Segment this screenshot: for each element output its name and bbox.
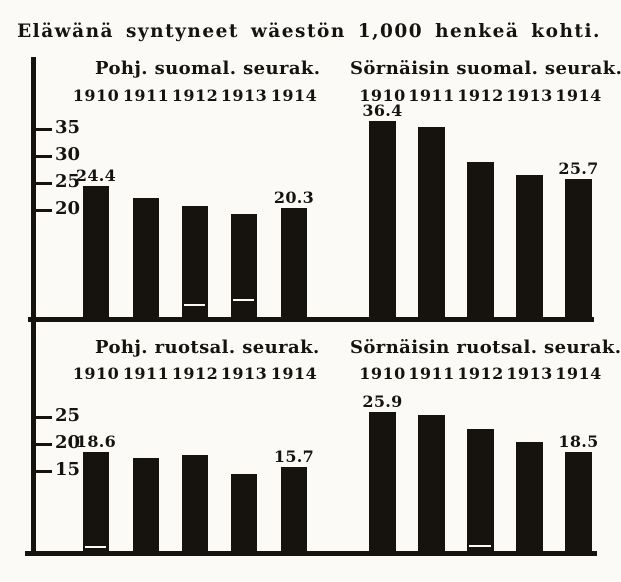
y-tick-label: 20 — [55, 432, 81, 453]
panel-title-bottom-right: Sörnäisin ruotsal. seurak. — [350, 337, 621, 358]
bar-1912 — [467, 429, 494, 555]
print-notch — [233, 299, 254, 301]
year-label: 1911 — [122, 86, 170, 105]
y-tick-label: 35 — [55, 117, 81, 138]
year-label: 1914 — [270, 86, 318, 105]
year-label: 1912 — [171, 86, 219, 105]
y-axis-line — [31, 57, 36, 552]
bar-1910 — [83, 452, 109, 555]
bar-1913 — [231, 474, 257, 555]
bar-1910 — [83, 186, 109, 321]
panel-title-top-left: Pohj. suomal. seurak. — [95, 58, 321, 79]
year-label: 1913 — [220, 86, 268, 105]
bottom-baseline — [25, 551, 597, 556]
y-tick-label: 15 — [55, 459, 81, 480]
year-label: 1914 — [270, 364, 318, 383]
year-label: 1911 — [122, 364, 170, 383]
bar-value-label: 24.4 — [75, 166, 117, 185]
panel-title-bottom-left: Pohj. ruotsal. seurak. — [95, 337, 320, 358]
bar-1911 — [133, 458, 159, 555]
year-label: 1914 — [555, 364, 602, 383]
bar-1912 — [182, 206, 208, 321]
bar-value-label: 18.5 — [558, 432, 599, 451]
year-label: 1911 — [408, 86, 455, 105]
bar-value-label: 25.7 — [558, 159, 599, 178]
y-tick-dash — [36, 182, 52, 185]
bar-1912 — [467, 162, 494, 321]
year-label: 1910 — [359, 86, 406, 105]
year-label: 1914 — [555, 86, 602, 105]
print-notch — [469, 545, 491, 547]
bar-1911 — [133, 198, 159, 321]
year-label: 1910 — [359, 364, 406, 383]
bar-1912 — [182, 455, 208, 555]
y-tick-dash — [36, 470, 52, 473]
year-label: 1910 — [72, 364, 120, 383]
bar-value-label: 25.9 — [362, 392, 403, 411]
y-tick-dash — [36, 416, 52, 419]
bar-value-label: 20.3 — [273, 188, 315, 207]
bar-value-label: 36.4 — [362, 101, 403, 120]
year-label: 1913 — [506, 86, 553, 105]
y-tick-label: 25 — [55, 405, 81, 426]
bar-1914 — [565, 452, 592, 555]
bar-1914 — [281, 208, 307, 321]
chart-main-title: Eläwänä syntyneet wäestön 1,000 henkeä k… — [17, 21, 601, 42]
top-baseline — [28, 317, 594, 322]
bar-1911 — [418, 415, 445, 555]
year-label: 1913 — [220, 364, 268, 383]
y-tick-dash — [36, 128, 52, 131]
year-label: 1912 — [457, 86, 504, 105]
year-label: 1911 — [408, 364, 455, 383]
year-label: 1912 — [171, 364, 219, 383]
print-notch — [85, 546, 106, 548]
y-tick-label: 20 — [55, 198, 81, 219]
y-tick-dash — [36, 443, 52, 446]
bar-1910 — [369, 412, 396, 555]
bar-1910 — [369, 121, 396, 321]
bar-1913 — [516, 175, 543, 321]
panel-title-top-right: Sörnäisin suomal. seurak. — [350, 58, 621, 79]
y-tick-dash — [36, 209, 52, 212]
bar-1911 — [418, 127, 445, 321]
year-label: 1913 — [506, 364, 553, 383]
bar-1914 — [565, 179, 592, 321]
print-notch — [184, 304, 205, 306]
bar-value-label: 18.6 — [75, 432, 117, 451]
bar-value-label: 15.7 — [273, 447, 315, 466]
year-label: 1912 — [457, 364, 504, 383]
year-label: 1910 — [72, 86, 120, 105]
bar-1913 — [231, 214, 257, 321]
y-tick-label: 25 — [55, 171, 81, 192]
bar-1913 — [516, 442, 543, 555]
bar-1914 — [281, 467, 307, 555]
y-tick-dash — [36, 155, 52, 158]
y-tick-label: 30 — [55, 144, 81, 165]
